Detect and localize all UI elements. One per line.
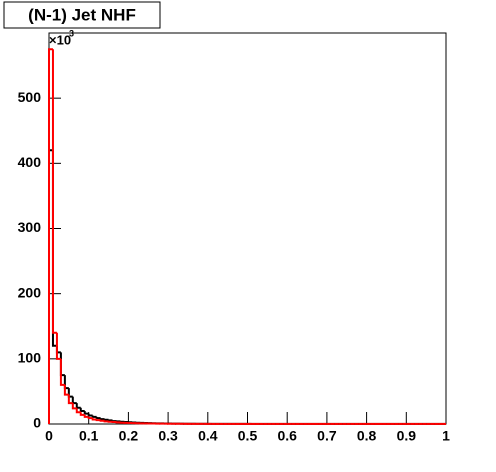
histogram-bin: [75, 403, 81, 409]
histogram-bin: [59, 358, 65, 386]
y-tick-label: 300: [18, 219, 42, 235]
y-tick-label: 100: [18, 350, 42, 366]
histogram-bin: [99, 418, 105, 421]
y-tick-label: 0: [33, 415, 41, 431]
histogram-bin: [111, 420, 117, 423]
histogram-bin: [51, 49, 57, 334]
histogram-bin: [79, 407, 85, 412]
title-box: [3, 1, 161, 29]
histogram-bin: [103, 418, 109, 421]
x-tick-label: 0.6: [277, 428, 297, 444]
x-tick-label: 1: [442, 428, 450, 444]
y-multiplier: ×10: [49, 32, 71, 47]
x-tick-label: 0.7: [317, 428, 337, 444]
histogram-bin: [83, 414, 89, 418]
plot-frame: [48, 32, 447, 425]
histogram-bin: [95, 416, 101, 420]
histogram-bin: [107, 419, 113, 422]
histogram-bin: [79, 412, 85, 416]
y-multiplier-exponent: 3: [69, 28, 74, 38]
x-tick-label: 0.2: [119, 428, 139, 444]
y-tick-label: 200: [18, 284, 42, 300]
histogram-bin: [75, 408, 81, 414]
histogram-bin: [63, 384, 69, 396]
histogram-bin: [71, 396, 77, 405]
histogram-bin: [91, 418, 97, 421]
y-tick-label: 400: [18, 154, 42, 170]
x-tick-label: 0.1: [79, 428, 99, 444]
x-tick-label: 0: [45, 428, 53, 444]
histogram-bin: [99, 419, 105, 422]
y-tick-label: 500: [18, 89, 42, 105]
x-tick-label: 0.3: [158, 428, 178, 444]
histogram-bin: [71, 403, 77, 410]
histogram-bin: [95, 419, 101, 422]
chart-title: (N-1) Jet NHF: [28, 5, 136, 24]
x-tick-label: 0.5: [238, 428, 258, 444]
histogram-bin: [55, 332, 61, 360]
histogram-bin: [91, 415, 97, 418]
histogram-bin: [87, 413, 93, 417]
histogram-bin: [87, 416, 93, 420]
histogram-bin: [103, 420, 109, 423]
histogram-bin: [48, 48, 53, 424]
x-tick-label: 0.9: [397, 428, 417, 444]
histogram-bin: [67, 394, 73, 405]
x-tick-label: 0.4: [198, 428, 218, 444]
x-tick-label: 0.8: [357, 428, 377, 444]
histogram-bin: [83, 410, 89, 415]
